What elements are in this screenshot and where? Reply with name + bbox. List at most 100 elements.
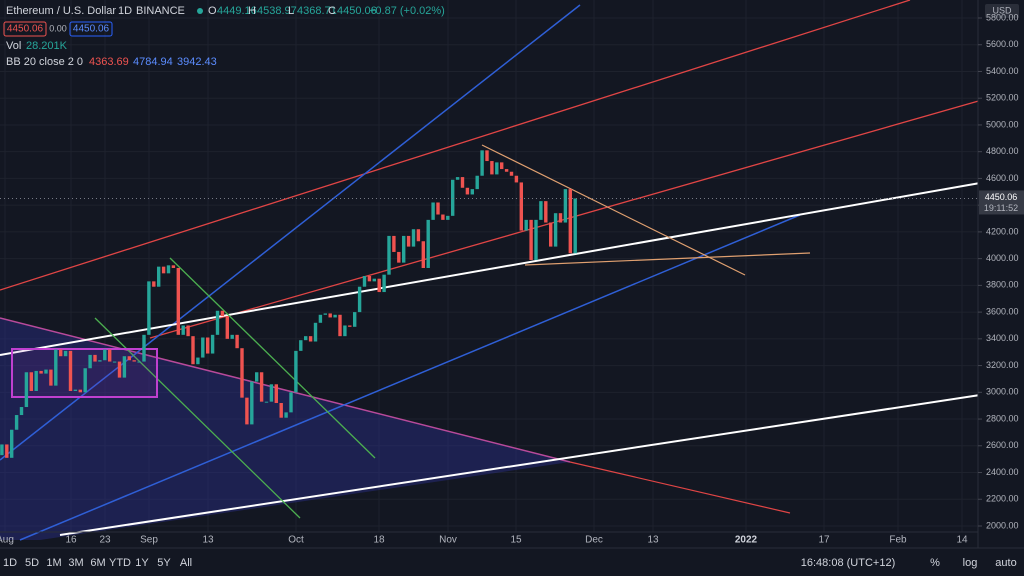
last-price-box — [979, 190, 1024, 215]
candle — [411, 229, 416, 247]
trend-line — [569, 461, 791, 514]
range-button[interactable]: 1Y — [135, 557, 149, 569]
candle — [431, 202, 435, 220]
candle — [362, 276, 367, 287]
range-button[interactable]: 1D — [3, 557, 17, 569]
candle — [225, 316, 229, 339]
y-tick-label: 4800.00 — [986, 146, 1019, 156]
y-tick-label: 2400.00 — [986, 467, 1019, 477]
candle — [558, 213, 563, 223]
candle — [176, 267, 180, 335]
candle — [34, 370, 38, 391]
candle — [132, 360, 136, 362]
x-tick-label: 18 — [373, 535, 385, 546]
x-tick-label: Nov — [439, 535, 457, 546]
candle — [313, 322, 318, 342]
candle — [108, 349, 112, 362]
candle — [44, 369, 48, 374]
x-tick-label: 23 — [99, 535, 111, 546]
candle — [196, 357, 200, 365]
candle — [122, 356, 127, 378]
candle — [235, 334, 239, 349]
y-tick-label: 5200.00 — [986, 93, 1019, 103]
range-button[interactable]: 6M — [90, 557, 105, 569]
range-button[interactable]: YTD — [109, 557, 131, 569]
ohlc-key: L — [288, 5, 294, 17]
trend-line — [481, 144, 746, 276]
price-axis — [978, 0, 1024, 548]
candle — [343, 325, 347, 337]
candle — [416, 229, 421, 242]
candle — [29, 372, 33, 391]
sell-button[interactable] — [3, 21, 47, 37]
currency-box[interactable] — [985, 4, 1019, 18]
candle — [495, 162, 499, 175]
auto-toggle[interactable]: auto — [995, 557, 1016, 569]
candle — [353, 312, 357, 327]
candle — [475, 175, 479, 190]
x-tick-label: 16 — [65, 535, 77, 546]
candle — [274, 384, 278, 404]
range-button[interactable]: 1M — [46, 557, 61, 569]
ohlc-key: H — [248, 5, 256, 17]
candle — [117, 361, 122, 378]
candle — [83, 368, 87, 393]
y-tick-label: 3000.00 — [986, 387, 1019, 397]
range-button[interactable]: 5Y — [157, 557, 171, 569]
candle — [201, 337, 205, 358]
trend-line — [524, 252, 811, 266]
toolbar: 16:48:08 (UTC+12) % log auto 1D 5D 1M 3M 6M Y… — [3, 557, 1017, 569]
range-button[interactable]: All — [180, 557, 192, 569]
trend-line — [149, 91, 1011, 339]
candle — [63, 350, 68, 357]
x-tick-label: 14 — [956, 535, 968, 546]
candle — [245, 397, 249, 425]
range-button[interactable]: 3M — [68, 557, 83, 569]
candle — [397, 251, 401, 263]
candle — [59, 349, 63, 357]
candle — [127, 356, 131, 361]
candle — [485, 150, 489, 162]
exchange: BINANCE — [136, 5, 185, 17]
candle — [54, 349, 58, 386]
candle — [191, 336, 195, 365]
percent-toggle[interactable]: % — [930, 557, 940, 569]
log-toggle[interactable]: log — [963, 557, 978, 569]
candle — [490, 161, 494, 175]
candle — [333, 314, 337, 318]
candle — [103, 349, 107, 361]
trend-line — [0, 182, 981, 356]
y-tick-label: 5800.00 — [986, 12, 1019, 22]
y-tick-label: 3400.00 — [986, 333, 1019, 343]
candle — [470, 189, 474, 195]
change: +0.87 (+0.02%) — [369, 5, 445, 17]
y-tick-label: 5600.00 — [986, 39, 1019, 49]
bb-basis: 4363.69 — [89, 56, 129, 68]
candle — [549, 222, 553, 247]
candle — [514, 175, 519, 183]
candle — [529, 219, 533, 260]
candle — [5, 444, 9, 458]
candle — [524, 219, 528, 231]
x-tick-label: Oct — [288, 535, 304, 546]
candle — [338, 314, 342, 337]
candle — [279, 403, 283, 418]
range-button[interactable]: 5D — [25, 557, 39, 569]
candle — [255, 372, 259, 382]
ohlc-value: 4450.06 — [337, 5, 377, 17]
candle — [68, 350, 73, 391]
bb-upper: 4784.94 — [133, 56, 173, 68]
candle — [382, 274, 386, 293]
candle — [299, 340, 303, 351]
buy-button[interactable] — [69, 21, 113, 37]
candle — [284, 412, 288, 418]
candle — [372, 278, 376, 282]
trend-line — [0, 0, 911, 291]
candle — [230, 334, 234, 339]
candle — [500, 162, 504, 170]
candle — [509, 171, 514, 176]
last-price-label: 4450.06 — [985, 192, 1018, 202]
spread: 0.00 — [49, 23, 67, 33]
ohlc-value: 4538.97 — [257, 5, 297, 17]
